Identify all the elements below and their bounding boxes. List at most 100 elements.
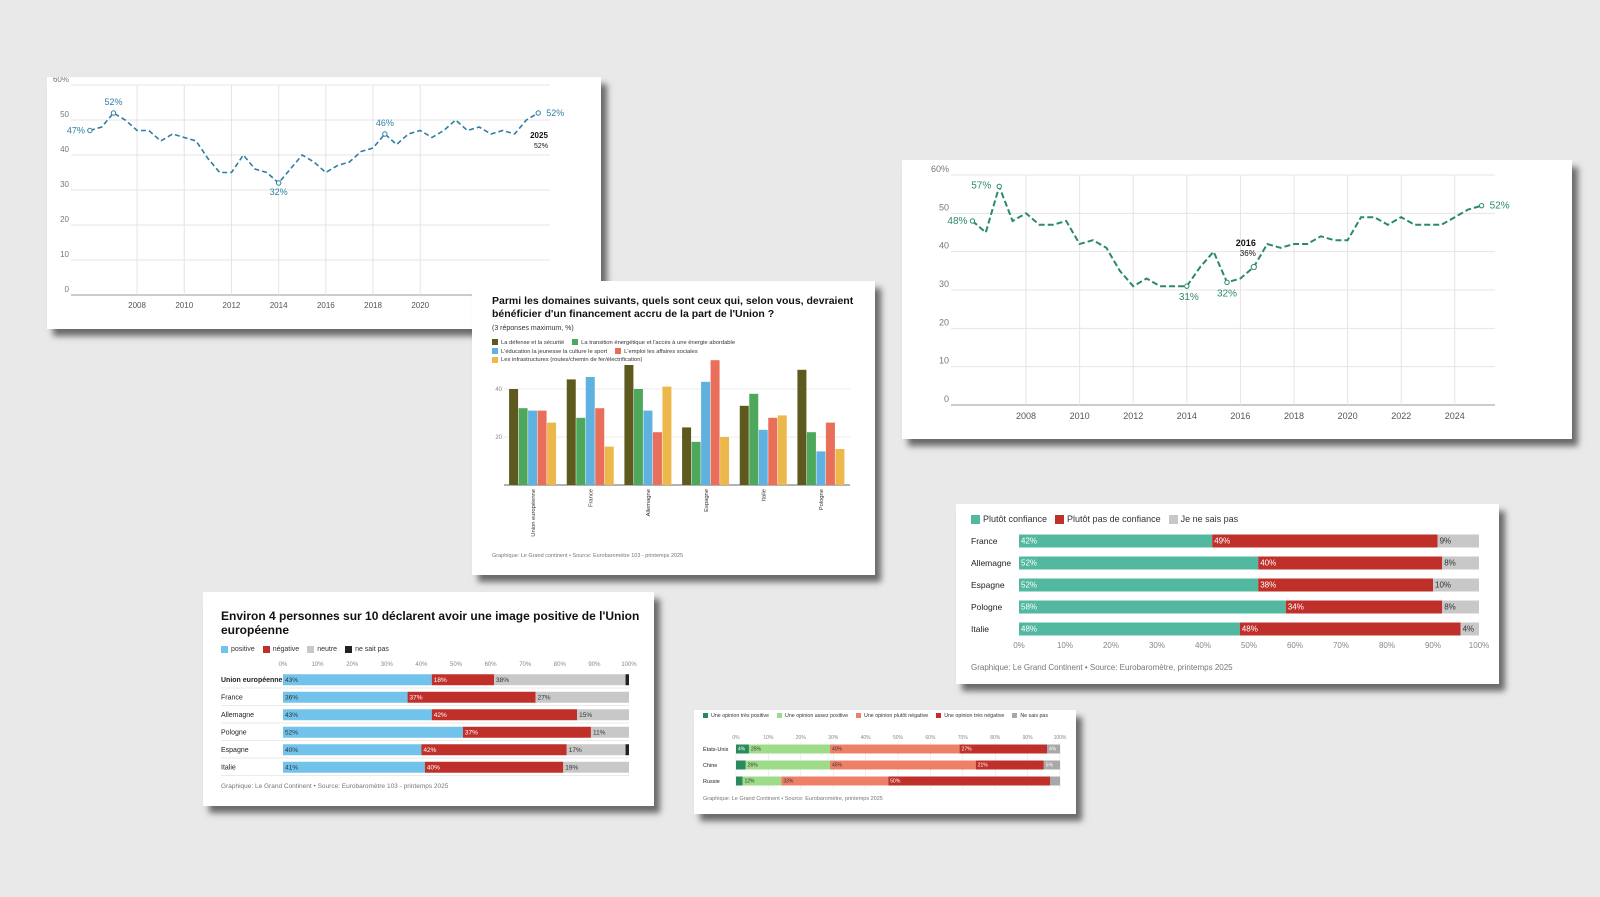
- bar-chart-category-label: Italie: [762, 489, 768, 501]
- opinion-chart-value-label: 33%: [783, 779, 794, 785]
- confiance-chart-value-label: 10%: [1435, 581, 1451, 590]
- line1-data-point: [408, 133, 410, 135]
- image-chart-value-label: 27%: [538, 694, 551, 701]
- image-chart-value-label: 37%: [410, 694, 423, 701]
- line2-data-point: [1360, 216, 1362, 218]
- image-chart-bar-segment: [407, 691, 536, 703]
- confiance-chart-x-tick-label: 70%: [1333, 641, 1349, 650]
- bar-chart-bar: [758, 429, 768, 485]
- confiance-chart-bar-segment: [1460, 622, 1479, 636]
- bar-chart-bar: [576, 417, 586, 485]
- card-bar-chart: Parmi les domaines suivants, quels sont …: [472, 281, 875, 575]
- line2-x-tick-label: 2016: [1230, 411, 1250, 421]
- line1-data-point: [136, 130, 138, 132]
- bar-chart-bar: [720, 437, 730, 485]
- opinion-chart-legend-item: Ne sais pas: [1012, 713, 1048, 721]
- card-image-chart: Environ 4 personnes sur 10 déclarent avo…: [203, 592, 654, 806]
- bar-chart-source: Graphique: Le Grand continent • Source: …: [492, 553, 684, 559]
- image-chart-value-label: 37%: [465, 729, 478, 736]
- line1-data-point: [254, 168, 256, 170]
- bar-chart-legend-swatch: [572, 339, 579, 346]
- image-chart-category-label: Pologne: [221, 730, 247, 737]
- confiance-chart-bar-segment: [1019, 600, 1286, 614]
- image-chart-value-label: 38%: [496, 677, 509, 684]
- line1-annotation: 52%: [104, 97, 122, 107]
- confiance-chart-legend-item: Plutôt pas de confiance: [1055, 513, 1161, 527]
- image-chart-x-tick-label: 10%: [312, 662, 325, 668]
- line1-data-point: [325, 172, 327, 174]
- line1-y-tick-label: 60%: [53, 77, 69, 84]
- opinion-chart-legend-label: Ne sais pas: [1020, 713, 1048, 719]
- card-confiance-chart: Plutôt confiance Plutôt pas de confiance J…: [956, 504, 1499, 684]
- line1-data-point: [431, 137, 433, 139]
- line2-annotation: 32%: [1217, 288, 1237, 299]
- opinion-chart-bar-segment: [959, 744, 1048, 754]
- line2-data-point: [1213, 251, 1215, 253]
- opinion-chart-legend-item: Une opinion assez positive: [777, 713, 848, 721]
- line2-data-point: [1454, 216, 1456, 218]
- line1-annotation: 46%: [376, 118, 394, 128]
- line1-x-tick-label: 2020: [411, 301, 429, 310]
- bar-chart-bar: [825, 422, 835, 485]
- opinion-chart-value-label: 50%: [890, 779, 901, 785]
- line1-data-point: [337, 165, 339, 167]
- line2-data-point: [1293, 243, 1295, 245]
- line2-series-line: [971, 183, 1482, 288]
- line2-annotation: 48%: [947, 216, 967, 227]
- opinion-chart-bar-segment: [888, 776, 1051, 786]
- bar-chart-legend-label: Les infrastructures (routes/chemin de fe…: [501, 357, 643, 364]
- confiance-chart-x-tick-label: 10%: [1057, 641, 1073, 650]
- line1-data-point: [231, 172, 233, 174]
- line2-annotation: 52%: [1490, 201, 1510, 212]
- line2-data-point: [1441, 224, 1443, 226]
- image-chart-bar-segment: [563, 761, 629, 773]
- line1-x-tick-label: 2018: [364, 301, 382, 310]
- confiance-chart: 0% 10% 20% 30% 40% 50% 60% 70% 80% 90% 100% France 4…: [971, 534, 1489, 650]
- opinion-chart-x-tick-label: 80%: [990, 735, 1001, 741]
- confiance-chart-bar-segment: [1433, 578, 1479, 592]
- confiance-chart-x-tick-label: 30%: [1149, 641, 1165, 650]
- opinion-chart-legend-item: Une opinion très positive: [703, 713, 769, 721]
- image-chart-bar-segment: [590, 726, 629, 738]
- line1-data-point: [467, 130, 469, 132]
- line2-data-point: [1039, 224, 1041, 226]
- image-chart-value-label: 15%: [579, 712, 592, 719]
- line1-data-point: [443, 130, 445, 132]
- line2-data-point: [1079, 243, 1081, 245]
- confiance-chart-category-label: Pologne: [971, 602, 1002, 612]
- opinion-chart-bar-segment: [748, 744, 830, 754]
- line1-x-tick-label: 2012: [223, 301, 241, 310]
- line1-annotation: 52%: [546, 108, 564, 118]
- opinion-chart-value-label: 5%: [1046, 763, 1054, 769]
- confiance-chart-value-label: 38%: [1260, 581, 1276, 590]
- line2-data-point: [1387, 224, 1389, 226]
- line2-y-tick-label: 10: [939, 356, 949, 366]
- line1-data-point: [160, 140, 162, 142]
- line1-data-point: [313, 161, 315, 163]
- line1-data-point: [219, 172, 221, 174]
- image-chart-legend: positive négative neutre ne sait pas: [221, 645, 641, 656]
- image-chart-legend-item: positive: [221, 645, 255, 656]
- confiance-chart-value-label: 42%: [1021, 537, 1037, 546]
- confiance-chart-legend-label: Plutôt pas de confiance: [1067, 514, 1161, 524]
- bar-chart-bar: [528, 410, 538, 485]
- opinion-chart-value-label: 12%: [744, 779, 755, 785]
- line1-data-point: [514, 133, 516, 135]
- opinion-chart-legend-swatch: [856, 713, 862, 719]
- bar-chart-bar: [604, 446, 614, 485]
- image-chart-bar-segment: [625, 744, 629, 756]
- bar-chart-legend-label: La défense et la sécurité: [501, 340, 565, 346]
- opinion-chart-legend-label: Une opinion très positive: [711, 713, 770, 719]
- confiance-chart-value-label: 48%: [1242, 625, 1258, 634]
- line1-y-tick-label: 40: [60, 145, 69, 154]
- bar-chart-bar: [768, 417, 778, 485]
- line2-data-point: [1400, 216, 1402, 218]
- line1-annotation: 32%: [270, 187, 288, 197]
- line2-marker: [996, 183, 1002, 190]
- image-chart-x-tick-label: 70%: [519, 662, 532, 668]
- opinion-chart-value-label: 26%: [748, 763, 759, 769]
- confiance-chart-x-tick-label: 90%: [1425, 641, 1441, 650]
- confiance-chart-legend-label: Plutôt confiance: [983, 514, 1048, 524]
- line2-y-tick-label: 60%: [931, 164, 949, 174]
- bar-chart-category-label: Pologne: [819, 489, 825, 510]
